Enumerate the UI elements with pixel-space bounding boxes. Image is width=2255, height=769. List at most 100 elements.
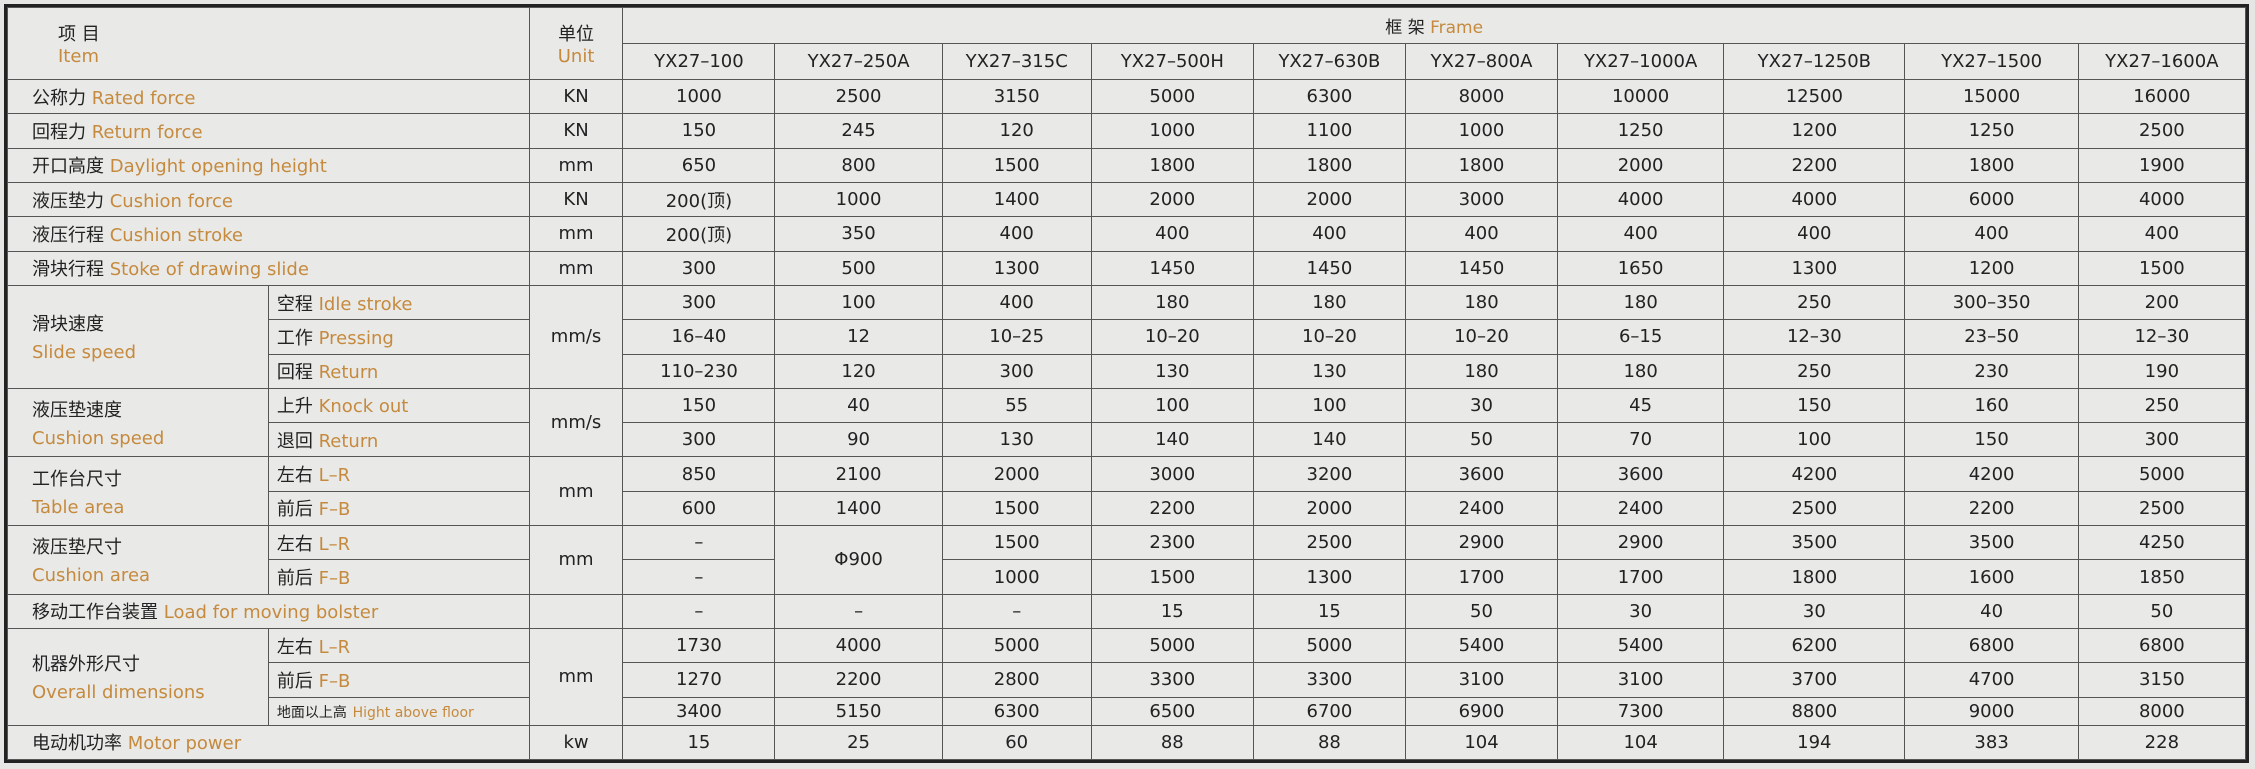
- data-row: 工作台尺寸 Table area 左右 L–R mm 850 2100 2000 3000 32…: [7, 456, 2247, 527]
- label-cn: 开口高度: [32, 156, 104, 178]
- value-cell: 200: [2077, 284, 2247, 321]
- value-cell: 2200: [1723, 147, 1906, 183]
- label-cn: 公称力: [32, 87, 86, 109]
- sub-cn: 前后: [276, 499, 313, 521]
- value-cell: 1450: [1252, 250, 1406, 286]
- unit: [528, 593, 624, 630]
- sub-cn: 上升: [276, 396, 313, 418]
- value-cell: 245: [774, 113, 943, 149]
- value-cell: 850: [622, 456, 776, 492]
- label-en: Cushion force: [109, 190, 233, 212]
- model-name: YX27–315C: [941, 43, 1092, 80]
- data-row: 前后 F–B –1000 1500 1300 1700 1700 1800 1600 1850: [8, 559, 2247, 595]
- value-cell: 12500: [1723, 78, 1906, 115]
- label-cn: 机器外形尺寸: [32, 654, 140, 676]
- value-cell: 10–20: [1252, 319, 1406, 355]
- value-cell: 150: [622, 387, 776, 424]
- value-cell: 1000: [774, 181, 943, 218]
- value-cell: 6900: [1404, 696, 1559, 726]
- item-header: 项 目 Item: [7, 7, 530, 80]
- value-cell: 400: [941, 284, 1092, 321]
- value-cell: 3600: [1557, 456, 1725, 492]
- unit: mm/s: [528, 387, 624, 458]
- value-cell: 250: [2077, 387, 2247, 424]
- value-cell: 2200: [1090, 490, 1254, 527]
- value-cell: 1200: [1904, 250, 2079, 286]
- unit: mm/s: [528, 284, 624, 389]
- sub-en: Return: [318, 362, 379, 384]
- value-cell: 5000: [2077, 456, 2247, 492]
- value-cell: 10–20: [1404, 319, 1559, 355]
- value-cell: 1300: [1252, 559, 1406, 595]
- value-cell: 60: [941, 724, 1092, 761]
- sub-en: Pressing: [318, 327, 394, 349]
- value-cell: 2200: [774, 662, 943, 698]
- value-cell: 3100: [1557, 662, 1725, 698]
- sub-en: Knock out: [318, 396, 409, 418]
- value-cell: 1700: [1404, 559, 1559, 595]
- value-cell: 50: [1404, 593, 1559, 630]
- table-body: 公称力 Rated force KN 1000 2500 3150 5000 6300 800…: [7, 78, 2247, 761]
- value-cell: 1500: [941, 490, 1092, 527]
- value-cell: 400: [1252, 216, 1406, 252]
- value-cell: 4700: [1904, 662, 2079, 698]
- sub-cn: 前后: [276, 568, 313, 590]
- unit: mm: [528, 147, 624, 183]
- value-cell: 1500: [941, 147, 1092, 183]
- value-cell: 1000: [622, 78, 776, 115]
- label-en: Motor power: [127, 733, 242, 755]
- sub-cn: 回程: [276, 362, 313, 384]
- label-cn: 移动工作台装置: [32, 602, 158, 624]
- row-label: 工作台尺寸 Table area: [7, 456, 269, 527]
- value-cell: 4000: [774, 627, 943, 664]
- sub-en: Idle stroke: [318, 293, 413, 315]
- unit: mm: [528, 628, 624, 726]
- row-label: 滑块行程 Stoke of drawing slide: [7, 250, 530, 286]
- sub-en: L–R: [318, 636, 351, 658]
- unit-header: 单位 Unit: [528, 7, 624, 80]
- value-cell: 10–20: [1090, 319, 1254, 355]
- value-cell: 200(顶): [622, 216, 776, 252]
- value-cell: 25: [774, 724, 943, 761]
- data-row: 地面以上高 Hight above floor 3400 5150 6300 6500 6…: [8, 696, 2247, 726]
- model-name: YX27–1000A: [1557, 43, 1725, 80]
- value-cell: 4000: [1557, 181, 1725, 218]
- sub-label: 上升 Knock out: [267, 387, 530, 424]
- label-en: Cushion area: [32, 565, 151, 587]
- value-cell: 5000: [941, 627, 1092, 664]
- value-cell: 140: [1252, 422, 1406, 458]
- value-cell: 100: [1723, 422, 1906, 458]
- value-cell: 1200: [1723, 113, 1906, 149]
- value-cell: 3150: [941, 78, 1092, 115]
- unit: kw: [528, 724, 624, 761]
- row-label: 液压行程 Cushion stroke: [7, 216, 530, 252]
- label-cn: 液压垫尺寸: [32, 537, 122, 559]
- value-cell: 1300: [941, 250, 1092, 286]
- value-cell: 150: [622, 113, 776, 149]
- value-cell: 2000: [1090, 181, 1254, 218]
- unit: KN: [528, 78, 624, 115]
- value-cell: 15: [1252, 593, 1406, 630]
- value-cell: 150: [1723, 387, 1906, 424]
- value-cell: 2500: [774, 78, 943, 115]
- sub-cn: 前后: [276, 670, 313, 692]
- label-en: Cushion stroke: [109, 224, 243, 246]
- row-label: 公称力 Rated force: [7, 78, 530, 115]
- label-en: Daylight opening height: [109, 156, 327, 178]
- value-cell: 3500: [1904, 525, 2079, 561]
- value-cell: 30: [1723, 593, 1906, 630]
- value-cell: 88: [1090, 724, 1254, 761]
- data-row: 电动机功率 Motor power kw 15 25 60 88 88 104 104 194 38…: [7, 724, 2247, 761]
- value-cell: 2400: [1404, 490, 1559, 527]
- value-cell: 6–15: [1557, 319, 1725, 355]
- value-cell: 12–30: [2077, 319, 2247, 355]
- frame-header: 框 架 Frame: [622, 7, 2246, 44]
- value-cell: 800: [774, 147, 943, 183]
- value-cell: 50: [2077, 593, 2247, 630]
- value-cell: 300: [2077, 422, 2247, 458]
- row-label: 电动机功率 Motor power: [7, 724, 530, 761]
- row-label: 回程力 Return force: [7, 113, 530, 149]
- value-cell: 1900: [2077, 147, 2247, 183]
- sub-label: 工作 Pressing: [267, 319, 530, 355]
- value-cell: 180: [1090, 284, 1254, 321]
